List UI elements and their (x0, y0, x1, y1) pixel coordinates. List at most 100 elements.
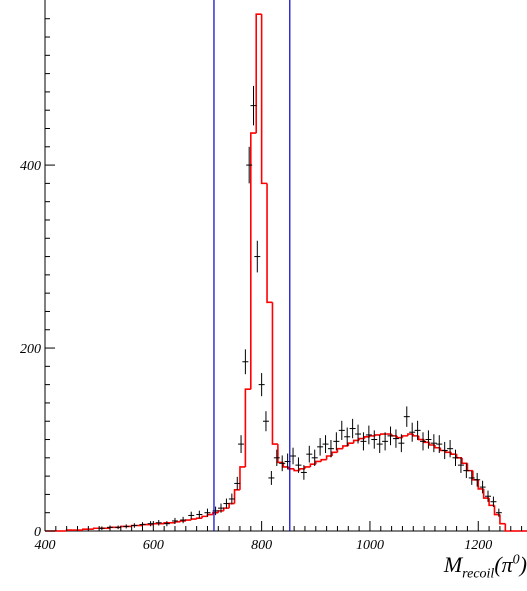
histogram-bin (282, 462, 289, 468)
histogram-bin (206, 513, 213, 517)
y-tick-label: 0 (34, 525, 41, 540)
data-point (295, 457, 302, 473)
data-point (290, 447, 297, 465)
histogram-bin (185, 519, 192, 521)
histogram-bin (336, 447, 343, 453)
data-point (218, 503, 225, 513)
data-point (403, 406, 410, 427)
histogram-bin (499, 514, 506, 525)
histogram-bin (244, 388, 251, 467)
data-point (452, 449, 459, 466)
histogram-bin (379, 433, 387, 435)
data-point (254, 240, 261, 273)
data-point (155, 520, 162, 526)
histogram-bin (320, 458, 327, 462)
data-point (425, 430, 432, 449)
histogram-bin (152, 522, 159, 525)
data-point (463, 463, 470, 479)
data-point (196, 510, 203, 519)
histogram-bin (342, 445, 349, 449)
histogram-bin (293, 468, 300, 472)
histogram-bin (179, 520, 186, 522)
data-point (115, 525, 122, 530)
data-point (376, 435, 383, 454)
data-point (262, 411, 269, 432)
histogram-bin (304, 466, 311, 469)
data-point (223, 498, 230, 509)
data-point (420, 432, 427, 451)
data-point (123, 524, 130, 529)
data-point (338, 420, 345, 440)
histogram-bin (190, 518, 197, 521)
x-tick-label: 1000 (356, 538, 384, 553)
histogram-bin (423, 439, 430, 444)
data-point (242, 349, 249, 375)
data-point (371, 430, 378, 449)
histogram-bin (407, 433, 414, 436)
histogram-bin (396, 435, 403, 439)
histogram-bin (239, 466, 246, 490)
data-point (365, 425, 372, 445)
axis-ticks: 400 600 800 1000 1200 0 200 400 (20, 18, 523, 553)
x-tick-label: 400 (35, 538, 56, 553)
histogram-bin (482, 488, 490, 499)
data-point (495, 508, 502, 517)
histogram-bin (255, 13, 262, 134)
data-point (392, 429, 399, 448)
histogram-bin (434, 445, 441, 449)
histogram-bin (331, 451, 338, 456)
y-tick-label: 400 (20, 159, 41, 174)
histogram-bin (363, 435, 370, 439)
histogram-bin (325, 455, 333, 460)
data-point (317, 438, 324, 456)
histogram-bin (347, 442, 354, 446)
histogram-bin (314, 460, 322, 465)
histogram-bin (201, 515, 208, 519)
data-point (479, 480, 486, 494)
data-point (474, 472, 481, 487)
data-point (250, 85, 257, 126)
data-point (311, 449, 318, 466)
data-point (268, 470, 275, 485)
histogram-bin (65, 529, 73, 531)
data-point (258, 373, 265, 397)
histogram-bin (271, 302, 278, 445)
histogram-bin (417, 435, 425, 441)
data-point (238, 435, 245, 454)
data-point (333, 432, 340, 451)
data-point (457, 457, 464, 473)
histogram-bin (174, 521, 181, 523)
histogram-bin (504, 523, 511, 532)
histogram-bin (298, 467, 305, 471)
data-point (409, 422, 416, 442)
histogram-bin (249, 132, 257, 390)
data-points-series (98, 85, 502, 531)
data-point (490, 496, 497, 507)
data-point (273, 449, 280, 466)
data-point (349, 418, 356, 439)
histogram-bin (455, 454, 463, 459)
histogram-bin (92, 527, 100, 530)
data-point (382, 432, 389, 451)
histogram-bin (369, 435, 376, 437)
data-point (306, 445, 313, 463)
histogram-bin (277, 444, 284, 464)
histogram-bin (477, 479, 484, 490)
data-point (98, 526, 105, 531)
histogram-bin (260, 14, 268, 185)
data-point (131, 523, 138, 528)
data-point (180, 516, 187, 524)
data-point (387, 426, 394, 446)
data-point (246, 146, 253, 184)
x-tick-label: 800 (251, 538, 272, 553)
data-point (322, 435, 329, 454)
histogram-bin (450, 452, 457, 455)
histogram-bin (358, 437, 365, 441)
data-point (300, 465, 307, 480)
data-point (398, 434, 405, 453)
histogram-bin (488, 498, 495, 507)
data-point (436, 435, 443, 454)
cut-lines (213, 0, 291, 531)
plot-frame (44, 0, 527, 532)
